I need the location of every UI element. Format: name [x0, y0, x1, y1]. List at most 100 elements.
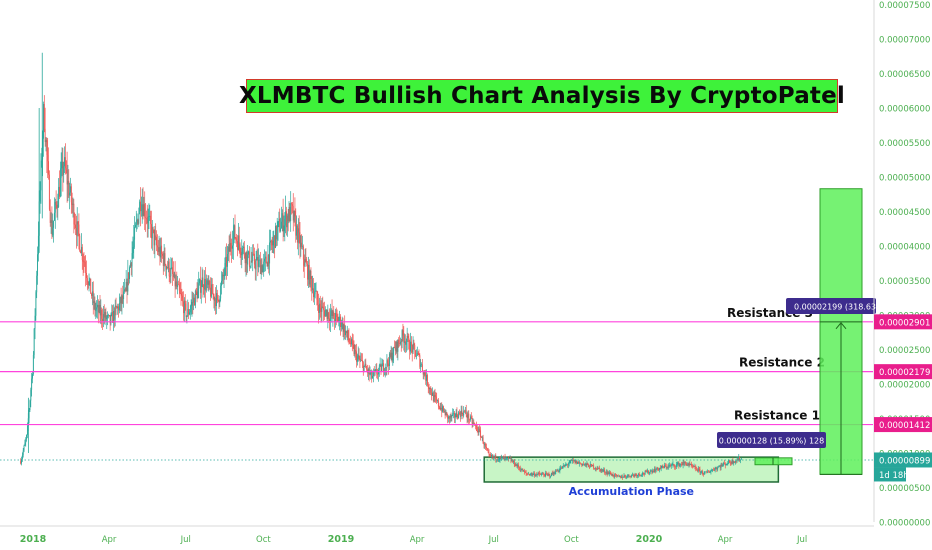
candle-body — [421, 364, 423, 371]
candle-body — [130, 263, 132, 267]
candle-body — [603, 469, 605, 471]
candle-body — [478, 428, 480, 433]
candle-body — [679, 464, 681, 467]
candle-body — [241, 253, 243, 256]
candle-body — [372, 376, 374, 379]
current-price-tag: 0.00000899 — [879, 456, 930, 466]
candle-body — [625, 476, 627, 478]
candle-body — [649, 471, 651, 473]
candle-body — [396, 342, 398, 352]
candle-body — [283, 225, 285, 232]
candle-body — [124, 289, 125, 292]
candle-body — [48, 161, 49, 175]
candle-body — [390, 352, 392, 357]
candle-body — [88, 280, 90, 286]
candle-body — [576, 460, 578, 464]
candle-body — [183, 300, 185, 314]
candle-body — [334, 318, 336, 322]
candle-body — [306, 262, 308, 265]
candle-body — [285, 211, 287, 219]
candle-body — [238, 235, 240, 245]
candle-body — [702, 471, 703, 474]
candle-body — [307, 264, 309, 280]
candle-body — [578, 462, 580, 464]
candle-body — [584, 463, 586, 465]
candle-body — [691, 465, 693, 467]
candle-body — [158, 247, 160, 252]
candle-body — [21, 455, 23, 460]
candle-body — [312, 288, 314, 290]
candle-body — [227, 246, 229, 255]
candle-body — [445, 412, 447, 416]
y-tick-label: 0.00002000 — [879, 381, 930, 391]
candle-body — [212, 294, 214, 295]
candle-body — [231, 247, 233, 249]
candle-body — [79, 235, 81, 251]
candle-body — [178, 284, 179, 286]
candle-body — [455, 412, 457, 418]
candle-body — [220, 285, 222, 299]
candle-body — [510, 458, 512, 462]
candle-body — [448, 416, 449, 419]
candle-body — [438, 406, 440, 408]
candle-body — [275, 225, 276, 248]
candle-body — [463, 410, 465, 416]
candle-body — [544, 475, 546, 477]
candle-body — [80, 250, 82, 254]
candle-body — [256, 256, 258, 261]
candle-body — [257, 256, 259, 267]
candle-body — [280, 228, 282, 232]
candle-body — [415, 350, 417, 357]
candle-body — [698, 468, 700, 470]
candle-body — [253, 253, 255, 255]
candle-body — [718, 466, 720, 467]
candle-body — [672, 464, 674, 465]
candle-body — [134, 227, 136, 240]
candle-body — [202, 277, 204, 288]
candle-body — [260, 265, 262, 275]
candle-body — [188, 312, 190, 315]
candle-body — [99, 305, 101, 316]
candle-body — [129, 267, 130, 280]
candle-body — [261, 265, 263, 273]
candle-body — [681, 464, 683, 466]
candle-body — [467, 413, 469, 418]
candle-body — [224, 263, 226, 275]
candle-body — [97, 304, 98, 308]
candle-body — [186, 315, 188, 318]
candle-body — [53, 220, 55, 228]
candle-body — [706, 471, 708, 473]
candle-body — [374, 370, 376, 372]
candle-body — [68, 180, 70, 196]
candle-body — [318, 304, 320, 313]
candle-body — [106, 317, 108, 320]
candle-body — [490, 455, 492, 457]
candle-body — [402, 330, 404, 336]
candle-body — [583, 463, 585, 465]
candle-body — [651, 470, 653, 473]
candle-body — [31, 378, 33, 390]
candle-body — [454, 417, 456, 418]
candle-body — [100, 310, 102, 316]
candle-body — [375, 369, 377, 371]
candle-body — [594, 468, 595, 470]
candle-body — [740, 459, 741, 461]
candle-body — [675, 466, 676, 468]
candle-body — [194, 290, 196, 306]
candle-body — [352, 342, 354, 345]
candle-body — [572, 460, 574, 461]
candle-body — [711, 469, 713, 471]
candle-body — [453, 412, 455, 414]
candle-body — [665, 465, 667, 468]
candle-body — [86, 272, 87, 279]
candle-body — [274, 235, 276, 248]
candle-body — [729, 462, 731, 464]
candle-body — [152, 227, 154, 230]
candle-body — [164, 253, 166, 265]
accumulation-zone — [483, 456, 780, 483]
candle-body — [664, 465, 666, 466]
candle-body — [678, 462, 680, 467]
candle-body — [286, 211, 287, 228]
candle-body — [529, 474, 531, 476]
